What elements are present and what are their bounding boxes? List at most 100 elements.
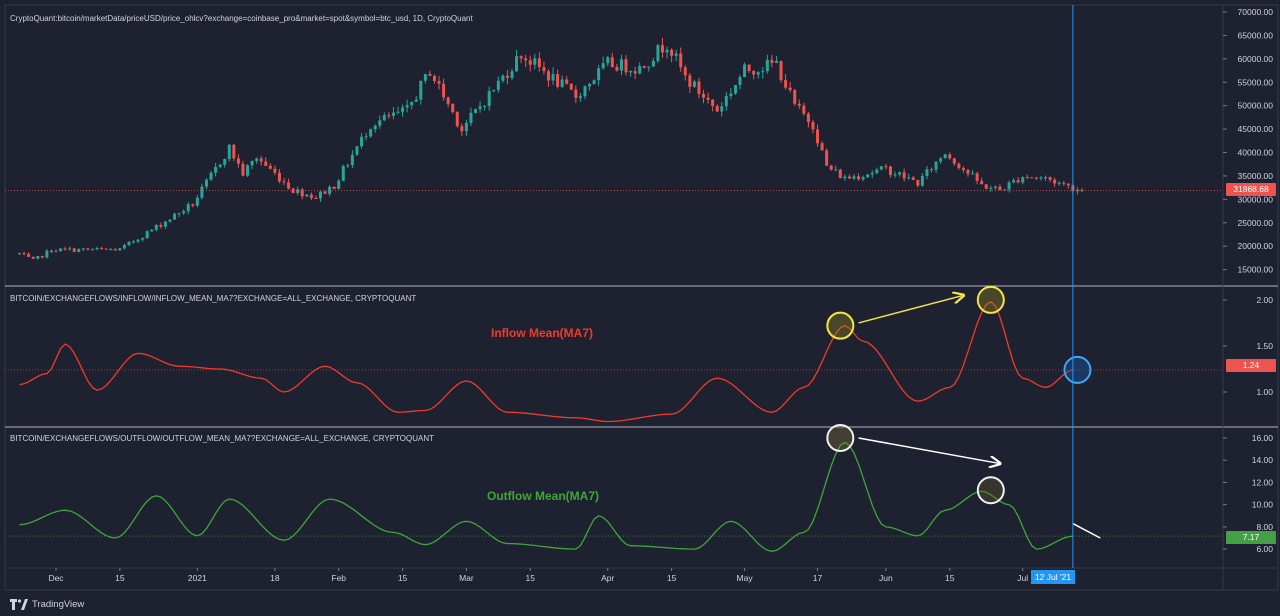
candle-body xyxy=(765,59,769,72)
candle-body xyxy=(437,80,441,84)
candle-body xyxy=(989,187,993,189)
price-y-tick-label: 15000.00 xyxy=(1238,265,1274,275)
x-tick-label: Jun xyxy=(879,573,893,583)
price-y-tick-label: 55000.00 xyxy=(1238,77,1274,87)
candle-body xyxy=(893,174,897,176)
candle-body xyxy=(761,71,765,73)
candle-body xyxy=(1034,177,1038,179)
inflow-peak-marker-1 xyxy=(826,311,855,340)
candle-body xyxy=(515,56,519,72)
candle-body xyxy=(264,161,268,166)
candle-body xyxy=(738,77,742,85)
candle-body xyxy=(419,80,423,100)
candle-body xyxy=(90,249,94,251)
outflow-y-tick-label: 6.00 xyxy=(1256,544,1273,554)
candle-body xyxy=(916,179,920,186)
candle-body xyxy=(834,169,838,171)
x-tick-label: 15 xyxy=(115,573,125,583)
candle-body xyxy=(1075,189,1079,192)
candle-body xyxy=(18,253,22,255)
candle-body xyxy=(341,165,345,181)
candle-body xyxy=(423,74,427,81)
candle-body xyxy=(961,168,965,170)
candle-body xyxy=(925,169,929,176)
candle-body xyxy=(442,83,446,98)
candle-body xyxy=(660,45,664,53)
candle-body xyxy=(1053,179,1057,184)
candle-body xyxy=(63,248,67,250)
candle-body xyxy=(870,173,874,175)
candle-body xyxy=(145,231,149,239)
price-y-tick-label: 35000.00 xyxy=(1238,171,1274,181)
candle-body xyxy=(601,63,605,69)
candle-body xyxy=(391,112,395,116)
tradingview-brand-text: TradingView xyxy=(32,598,85,610)
inflow-y-tick-label: 2.00 xyxy=(1256,295,1273,305)
candle-body xyxy=(948,154,952,159)
candle-body xyxy=(665,49,669,53)
x-tick-label: Apr xyxy=(601,573,614,583)
candle-body xyxy=(378,120,382,126)
candle-body xyxy=(163,221,167,227)
candle-body xyxy=(743,64,747,78)
candle-body xyxy=(250,160,254,166)
candle-body xyxy=(287,182,291,189)
crosshair-date-label: 12 Jul '21 xyxy=(1031,570,1075,584)
candle-body xyxy=(277,172,281,182)
candle-body xyxy=(401,107,405,112)
candle-body xyxy=(729,93,733,96)
candle-body xyxy=(109,249,113,251)
candle-body xyxy=(59,248,63,252)
candle-body xyxy=(574,89,578,99)
x-tick-label: 15 xyxy=(526,573,536,583)
candle-body xyxy=(346,165,350,167)
candle-body xyxy=(136,239,140,242)
candle-body xyxy=(939,158,943,162)
candle-body xyxy=(355,146,359,155)
candle-body xyxy=(1002,189,1006,191)
candle-body xyxy=(610,57,614,67)
candle-body xyxy=(556,74,560,87)
candle-body xyxy=(364,136,368,138)
candle-body xyxy=(483,106,487,108)
outflow-y-tick-label: 10.00 xyxy=(1252,500,1274,510)
inflow-last-value-badge: 1.24 xyxy=(1226,359,1276,372)
candle-body xyxy=(816,129,820,144)
candle-body xyxy=(1025,177,1029,179)
candle-body xyxy=(569,83,573,90)
price-y-tick-label: 25000.00 xyxy=(1238,218,1274,228)
candle-body xyxy=(747,64,751,71)
tradingview-footer[interactable]: TradingView xyxy=(10,596,84,612)
candle-body xyxy=(241,163,245,176)
candle-body xyxy=(902,172,906,179)
candle-body xyxy=(337,180,341,189)
inflow-pane-title: BITCOIN/EXCHANGEFLOWS/INFLOW/INFLOW_MEAN… xyxy=(10,294,417,303)
candle-body xyxy=(268,165,272,169)
candle-body xyxy=(624,59,628,73)
candle-body xyxy=(888,166,892,176)
candle-body xyxy=(984,184,988,189)
candle-body xyxy=(214,166,218,173)
candle-body xyxy=(793,90,797,104)
candle-body xyxy=(638,66,642,74)
candle-body xyxy=(314,198,318,200)
candle-body xyxy=(273,168,277,173)
candle-body xyxy=(583,86,587,97)
candle-body xyxy=(159,224,163,227)
candle-body xyxy=(195,197,199,206)
price-y-tick-label: 65000.00 xyxy=(1238,30,1274,40)
candle-body xyxy=(774,60,778,63)
price-pane-title: CryptoQuant:bitcoin/marketData/priceUSD/… xyxy=(10,14,473,23)
price-y-tick-label: 40000.00 xyxy=(1238,148,1274,158)
candle-body xyxy=(360,136,364,147)
candle-body xyxy=(173,213,177,220)
candle-body xyxy=(642,66,646,68)
candle-body xyxy=(232,144,236,159)
candle-body xyxy=(879,166,883,170)
candle-body xyxy=(1039,177,1043,179)
candle-body xyxy=(227,144,231,160)
candle-body xyxy=(127,241,131,246)
chart-frame xyxy=(4,4,1279,591)
candle-body xyxy=(779,60,783,81)
